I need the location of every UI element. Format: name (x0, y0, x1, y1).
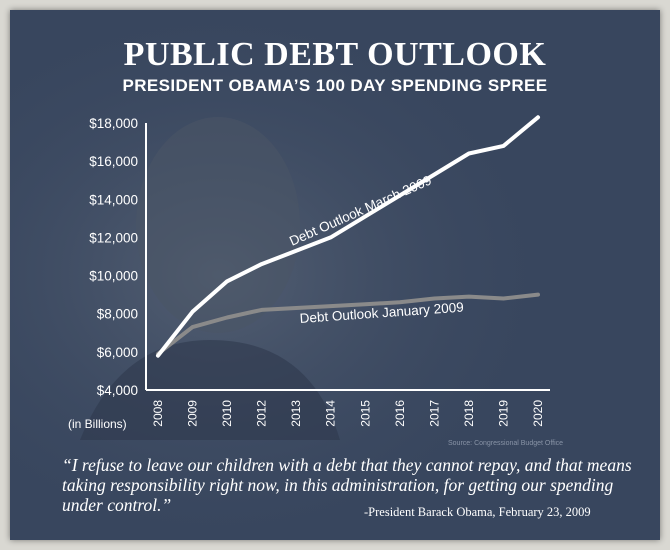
x-tick-label: 2019 (496, 400, 510, 427)
y-tick-label: $18,000 (89, 116, 138, 131)
y-axis-unit-label: (in Billions) (68, 417, 127, 431)
y-tick-label: $8,000 (97, 307, 138, 322)
y-axis-ticks: $18,000 $16,000 $14,000 $12,000 $10,000 $8,00… (89, 116, 138, 398)
x-tick-label: 2016 (393, 400, 407, 427)
x-tick-label: 2017 (427, 400, 441, 427)
y-tick-label: $4,000 (97, 383, 138, 398)
debt-chart: $18,000 $16,000 $14,000 $12,000 $10,000 $8,00… (10, 10, 660, 540)
series-lines (156, 115, 540, 358)
x-tick-label: 2013 (289, 400, 303, 427)
x-tick-label: 2012 (255, 400, 269, 427)
series-line (156, 292, 540, 356)
quote-attribution: -President Barack Obama, February 23, 20… (364, 505, 591, 519)
y-tick-label: $6,000 (97, 345, 138, 360)
portrait-silhouette (136, 117, 300, 333)
x-tick-label: 2010 (220, 400, 234, 427)
x-tick-label: 2009 (186, 400, 200, 427)
infographic-panel: $18,000 $16,000 $14,000 $12,000 $10,000 $8,00… (10, 10, 660, 540)
x-tick-label: 2020 (531, 400, 545, 427)
series-line (156, 115, 540, 358)
page-subtitle: PRESIDENT OBAMA’S 100 DAY SPENDING SPREE (122, 76, 548, 95)
y-tick-label: $12,000 (89, 230, 138, 245)
y-tick-label: $16,000 (89, 154, 138, 169)
chart-axes (145, 123, 550, 391)
source-note: Source: Congressional Budget Office (448, 440, 564, 447)
background-photo (10, 10, 660, 540)
page-title: PUBLIC DEBT OUTLOOK (123, 36, 547, 73)
x-tick-label: 2014 (324, 400, 338, 427)
x-tick-label: 2015 (358, 400, 372, 427)
x-axis-ticks: 2008 2009 2010 2012 2013 2014 2015 2016 2017 2018… (151, 400, 545, 427)
y-tick-label: $10,000 (89, 269, 138, 284)
quote-text: “I refuse to leave our children with a d… (62, 455, 632, 515)
x-tick-label: 2018 (462, 400, 476, 427)
x-tick-label: 2008 (151, 400, 165, 427)
y-tick-label: $14,000 (89, 192, 138, 207)
